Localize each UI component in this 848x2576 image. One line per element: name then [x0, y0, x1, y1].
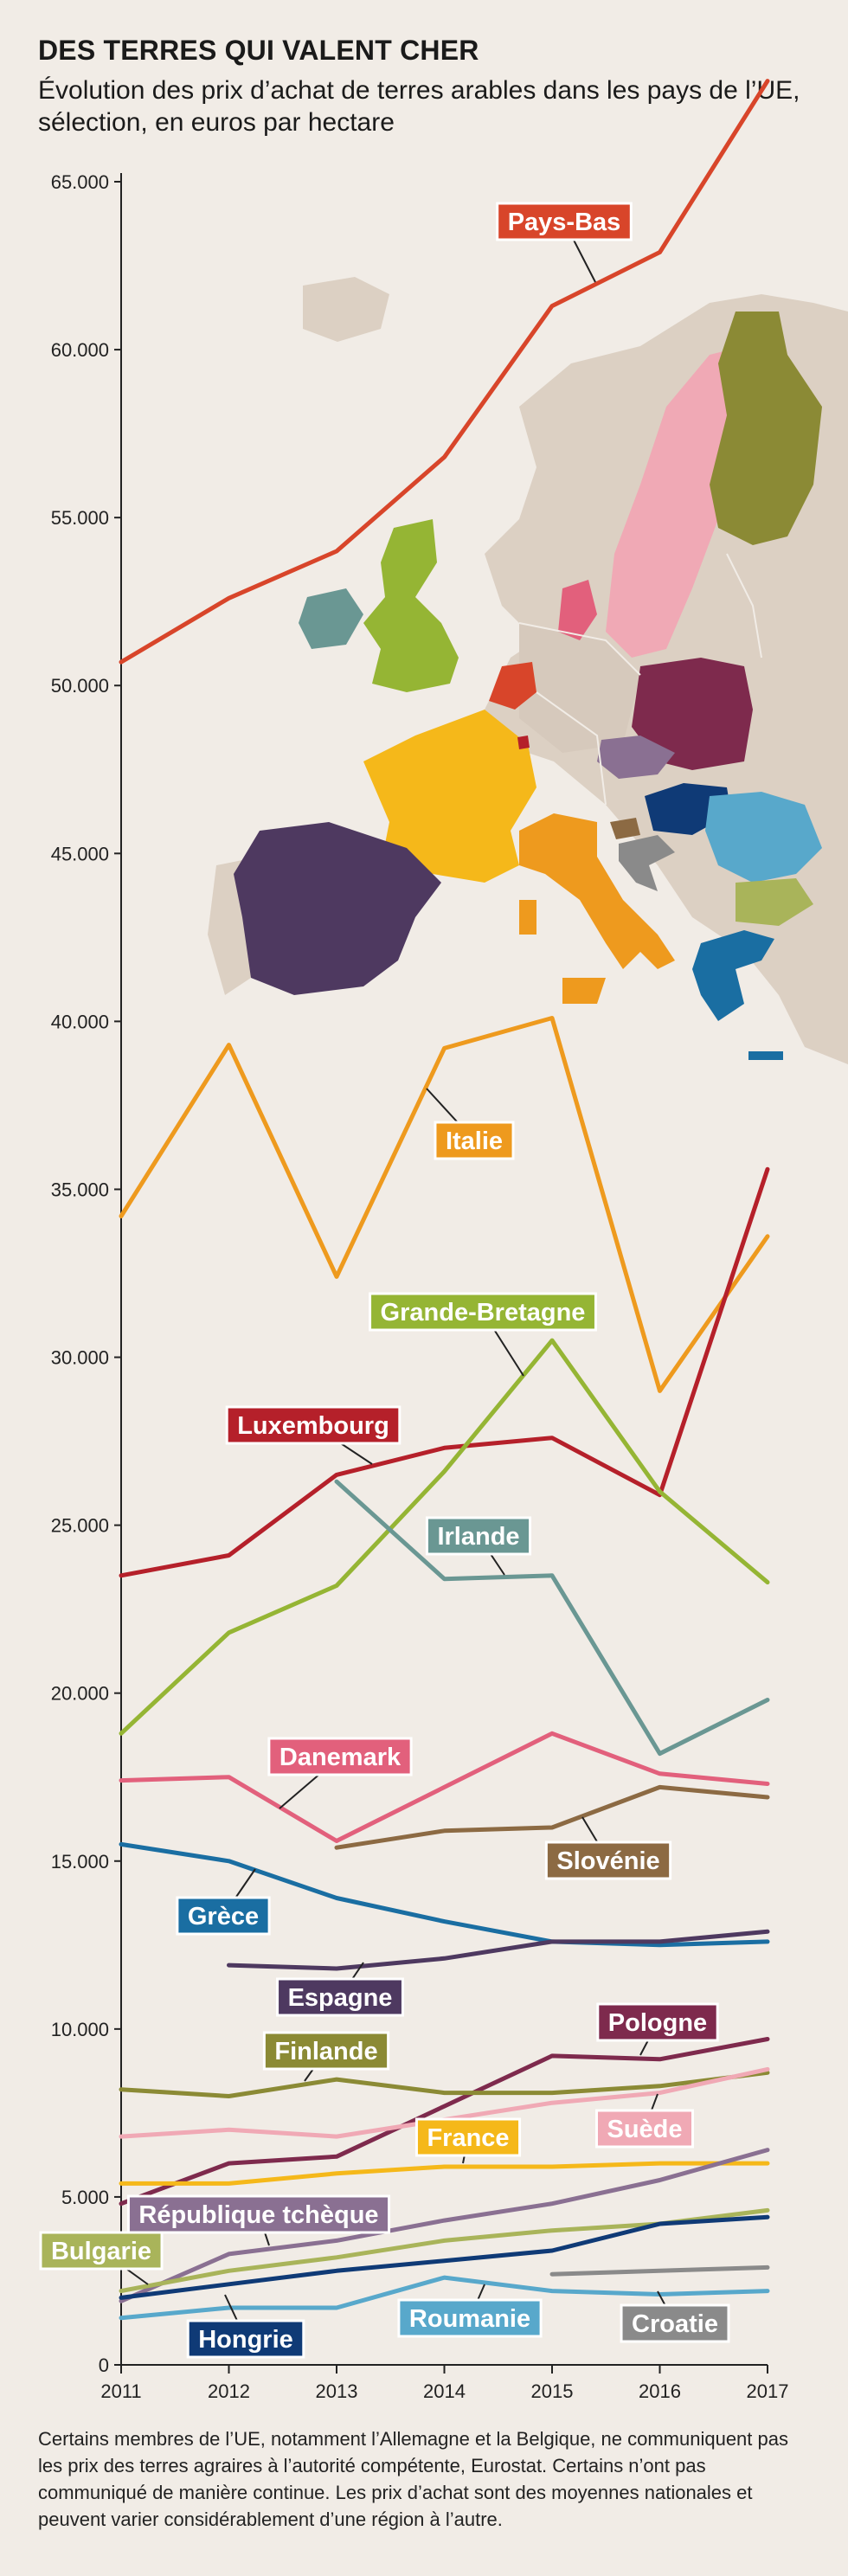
- series-lines: [119, 79, 770, 2321]
- y-tick-label: 30.000: [51, 1347, 109, 1369]
- series-label: Roumanie: [409, 2305, 530, 2333]
- series-line: [227, 1929, 770, 1971]
- series-line: [119, 2161, 770, 2186]
- series-label-box: [176, 1896, 271, 1936]
- series-line: [119, 79, 770, 665]
- series-label-box: [276, 1977, 404, 2017]
- x-tick-label: 2014: [423, 2380, 466, 2402]
- x-tick-label: 2016: [639, 2380, 681, 2402]
- series-labels: Pays-Bas Italie Luxembourg Grande-Bretagne I…: [39, 202, 730, 2359]
- series-label: Slovénie: [556, 1847, 659, 1875]
- series-label-box: [186, 2319, 305, 2359]
- y-tick-label: 55.000: [51, 507, 109, 529]
- y-tick-label: 15.000: [51, 1851, 109, 1873]
- y-tick-label: 25.000: [51, 1515, 109, 1537]
- footnote: Certains membres de l’UE, notamment l’Al…: [38, 2428, 788, 2530]
- series-label: Grande-Bretagne: [381, 1299, 586, 1327]
- series-line: [119, 1166, 770, 1578]
- series-label: Hongrie: [198, 2326, 293, 2354]
- x-tick-label: 2015: [531, 2380, 574, 2402]
- series-line: [549, 2264, 770, 2277]
- axes: 0 5.000 10.000 15.000 20.000 25.000 30.000 35.0…: [51, 171, 789, 2402]
- series-label: Suède: [607, 2116, 682, 2143]
- y-tick-label: 5.000: [61, 2187, 109, 2208]
- series-label-box: [496, 202, 633, 241]
- x-tick-label: 2012: [208, 2380, 250, 2402]
- series-label: Luxembourg: [237, 1412, 389, 1440]
- series-label: Croatie: [632, 2310, 718, 2338]
- y-tick-label: 35.000: [51, 1179, 109, 1200]
- chart-title: DES TERRES QUI VALENT CHER: [38, 35, 479, 66]
- series-label-box: [544, 1840, 672, 1880]
- series-label: Bulgarie: [51, 2238, 151, 2265]
- series-label: Irlande: [437, 1523, 519, 1551]
- x-tick-label: 2011: [100, 2380, 141, 2402]
- series-label-box: [594, 2109, 695, 2149]
- y-tick-label: 45.000: [51, 843, 109, 864]
- series-label: Danemark: [279, 1744, 402, 1771]
- y-tick-label: 0: [99, 2354, 109, 2376]
- y-tick-label: 50.000: [51, 675, 109, 697]
- series-line: [334, 1784, 770, 1850]
- series-label: Pays-Bas: [508, 209, 621, 236]
- series-line: [119, 1016, 770, 1393]
- series-label: Finlande: [274, 2038, 377, 2065]
- series-line: [119, 1841, 770, 1948]
- y-tick-label: 40.000: [51, 1011, 109, 1032]
- series-label: Italie: [446, 1127, 503, 1155]
- series-label-box: [369, 1292, 597, 1332]
- series-label-box: [434, 1121, 515, 1160]
- series-line: [119, 1338, 770, 1736]
- europe-map-illustration: [208, 277, 848, 1064]
- series-label: France: [427, 2124, 509, 2152]
- series-label-box: [225, 1405, 402, 1445]
- series-label: Espagne: [288, 1984, 393, 2012]
- x-tick-label: 2013: [316, 2380, 358, 2402]
- series-label-box: [596, 2002, 719, 2042]
- series-line: [334, 1479, 770, 1757]
- series-line: [119, 2070, 770, 2098]
- y-tick-label: 65.000: [51, 171, 109, 193]
- y-tick-label: 20.000: [51, 1683, 109, 1705]
- chart-subtitle: Évolution des prix d’achat de terres ara…: [38, 76, 800, 137]
- series-label-box: [262, 2031, 390, 2071]
- series-label-box: [267, 1737, 413, 1776]
- series-line: [119, 2037, 770, 2207]
- series-label-box: [397, 2298, 543, 2338]
- series-label-box: [126, 2194, 391, 2234]
- series-line: [119, 2214, 770, 2300]
- series-label: République tchèque: [138, 2201, 378, 2229]
- series-label-box: [39, 2231, 164, 2271]
- x-tick-label: 2017: [747, 2380, 789, 2402]
- series-label-box: [425, 1516, 532, 1556]
- series-label-box: [620, 2303, 730, 2343]
- y-tick-label: 10.000: [51, 2019, 109, 2040]
- series-line: [119, 2148, 770, 2303]
- series-label-box: [414, 2117, 522, 2157]
- y-tick-label: 60.000: [51, 339, 109, 361]
- series-label: Grèce: [188, 1903, 259, 1930]
- series-line: [119, 1731, 770, 1843]
- series-label: Pologne: [608, 2009, 707, 2037]
